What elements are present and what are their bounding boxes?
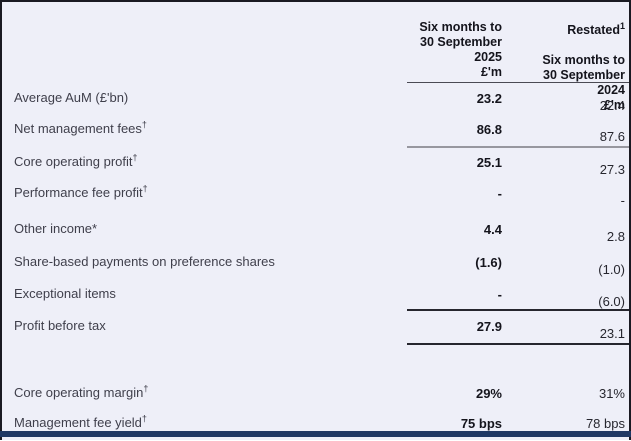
row-label: Profit before tax — [14, 318, 106, 333]
value-2024: 22.4 — [599, 98, 625, 113]
row-label: Performance fee profit† — [14, 183, 148, 200]
restated-footnote-marker: 1 — [619, 20, 625, 31]
value-2024: 87.6 — [599, 129, 625, 144]
restated-label: Restated1 — [567, 20, 625, 37]
table-row: Exceptional items - (6.0) — [2, 286, 629, 312]
row-label: Core operating margin† — [14, 383, 149, 400]
header-underline — [407, 82, 629, 83]
column-header-2024: Restated1 Six months to 30 September 202… — [542, 8, 625, 128]
value-2024: 31% — [598, 386, 625, 401]
value-2025: 23.2 — [476, 91, 502, 106]
profit-before-tax-bottom-rule — [407, 343, 629, 345]
table-row: Share-based payments on preference share… — [2, 254, 629, 280]
value-2025: (1.6) — [475, 255, 502, 270]
profit-before-tax-top-rule — [407, 309, 629, 311]
table-bottom-accent-bar — [0, 431, 631, 437]
column-header-2024-period: Six months to 30 September 2024 £'m — [542, 53, 625, 112]
row-label: Management fee yield† — [14, 413, 147, 430]
table-row: Profit before tax 27.9 23.1 — [2, 318, 629, 344]
table-row: Core operating profit† 25.1 27.3 — [2, 152, 629, 180]
value-2024: - — [620, 193, 625, 208]
value-2024: 23.1 — [599, 326, 625, 341]
table-row: Net management fees† 86.8 87.6 — [2, 119, 629, 147]
value-2025: 25.1 — [476, 155, 502, 170]
value-2025: 29% — [475, 386, 502, 401]
value-2025: 27.9 — [476, 319, 502, 334]
row-label: Other income* — [14, 221, 98, 236]
value-2024: 2.8 — [606, 229, 625, 244]
table-row: Core operating margin† 29% 31% — [2, 383, 629, 411]
row-label: Average AuM (£'bn) — [14, 90, 129, 105]
row-label: Core operating profit† — [14, 152, 138, 169]
row-label: Exceptional items — [14, 286, 116, 301]
value-2025: 4.4 — [483, 222, 502, 237]
value-2025: 86.8 — [476, 122, 502, 137]
value-2024: (6.0) — [598, 294, 625, 309]
value-2025: - — [497, 186, 502, 201]
row-label: Net management fees† — [14, 119, 147, 136]
row-label: Share-based payments on preference share… — [14, 254, 275, 269]
table-row: Other income* 4.4 2.8 — [2, 221, 629, 247]
column-header-2025: Six months to 30 September 2025 £'m — [419, 20, 502, 79]
net-fees-subtotal-rule — [407, 146, 629, 148]
value-2024: 78 bps — [585, 416, 625, 431]
table-row: Performance fee profit† - - — [2, 183, 629, 211]
value-2025: 75 bps — [460, 416, 502, 431]
table-row: Management fee yield† 75 bps 78 bps — [2, 413, 629, 441]
value-2024: 27.3 — [599, 162, 625, 177]
table-row: Average AuM (£'bn) 23.2 22.4 — [2, 90, 629, 116]
value-2024: (1.0) — [598, 262, 625, 277]
value-2025: - — [497, 287, 502, 302]
